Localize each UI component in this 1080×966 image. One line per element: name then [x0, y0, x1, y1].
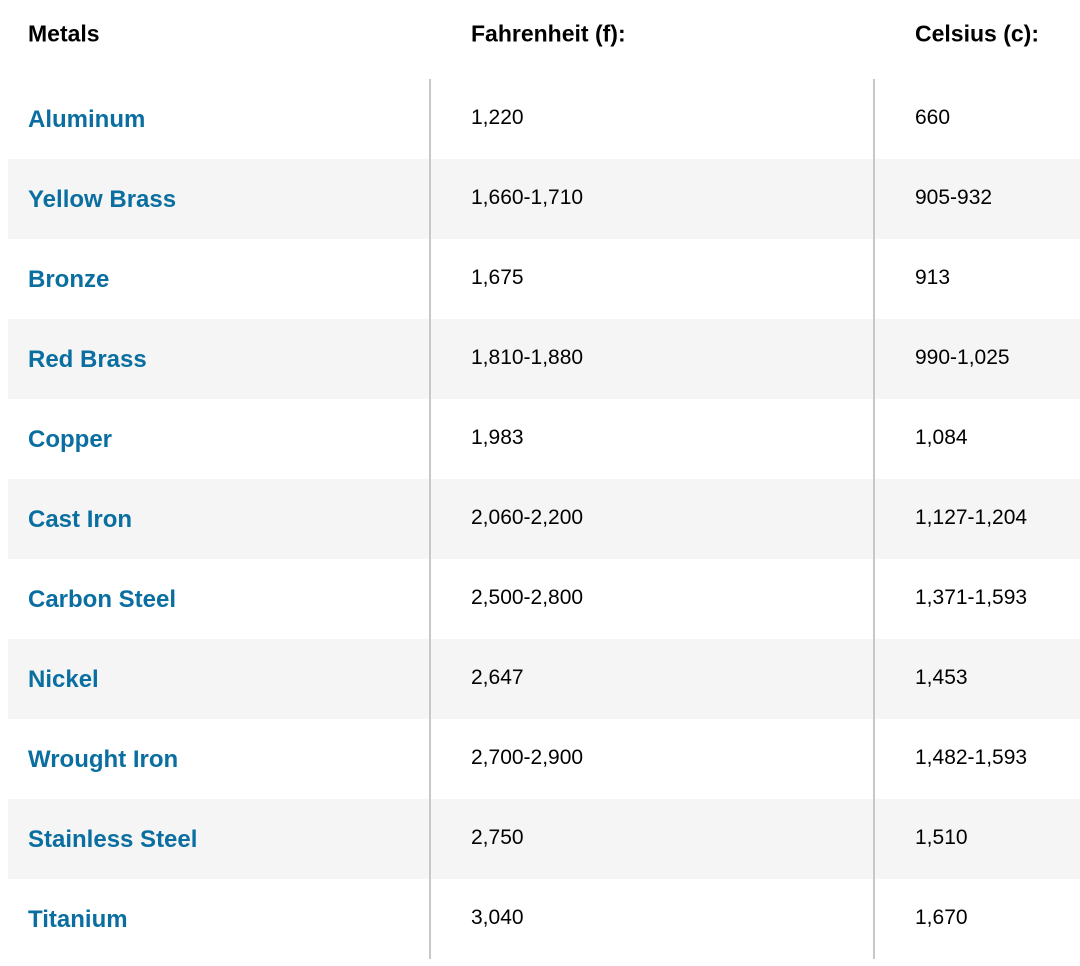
temperature-cell: 1,453: [915, 666, 968, 689]
temperature-cell: 1,220: [471, 106, 524, 129]
temperature-cell: 2,060-2,200: [471, 506, 584, 529]
temperature-cell: 1,084: [915, 426, 968, 449]
temperature-cell: 1,983: [471, 426, 524, 449]
column-header: Celsius (c):: [915, 20, 1039, 47]
metal-link[interactable]: Titanium: [28, 906, 128, 933]
table-row: [8, 799, 1080, 879]
metal-link[interactable]: Aluminum: [28, 106, 146, 133]
metal-link[interactable]: Red Brass: [28, 346, 147, 373]
metal-link[interactable]: Carbon Steel: [28, 586, 177, 613]
temperature-cell: 2,500-2,800: [471, 586, 584, 609]
temperature-cell: 1,675: [471, 266, 524, 289]
temperature-cell: 1,810-1,880: [471, 346, 584, 369]
temperature-cell: 1,670: [915, 906, 968, 929]
temperature-cell: 1,127-1,204: [915, 506, 1028, 529]
temperature-cell: 1,510: [915, 826, 968, 849]
table-row: [8, 319, 1080, 399]
temperature-cell: 2,647: [471, 666, 524, 689]
column-header: Fahrenheit (f):: [471, 20, 626, 47]
temperature-cell: 2,700-2,900: [471, 746, 584, 769]
temperature-cell: 990-1,025: [915, 346, 1010, 369]
temperature-cell: 913: [915, 266, 951, 289]
metal-link[interactable]: Bronze: [28, 266, 110, 293]
column-header: Metals: [28, 20, 100, 47]
table-row: [8, 639, 1080, 719]
column-divider: [429, 79, 431, 959]
metal-link[interactable]: Nickel: [28, 666, 99, 693]
temperature-cell: 1,660-1,710: [471, 186, 584, 209]
temperature-cell: 1,371-1,593: [915, 586, 1028, 609]
column-divider: [873, 79, 875, 959]
table-row: [8, 479, 1080, 559]
table-row: [8, 159, 1080, 239]
temperature-cell: 905-932: [915, 186, 993, 209]
metal-link[interactable]: Wrought Iron: [28, 746, 179, 773]
metal-link[interactable]: Yellow Brass: [28, 186, 177, 213]
metal-link[interactable]: Stainless Steel: [28, 826, 198, 853]
temperature-cell: 2,750: [471, 826, 524, 849]
temperature-cell: 660: [915, 106, 951, 129]
metal-link[interactable]: Cast Iron: [28, 506, 133, 533]
metal-link[interactable]: Copper: [28, 426, 112, 453]
temperature-cell: 1,482-1,593: [915, 746, 1028, 769]
temperature-cell: 3,040: [471, 906, 524, 929]
